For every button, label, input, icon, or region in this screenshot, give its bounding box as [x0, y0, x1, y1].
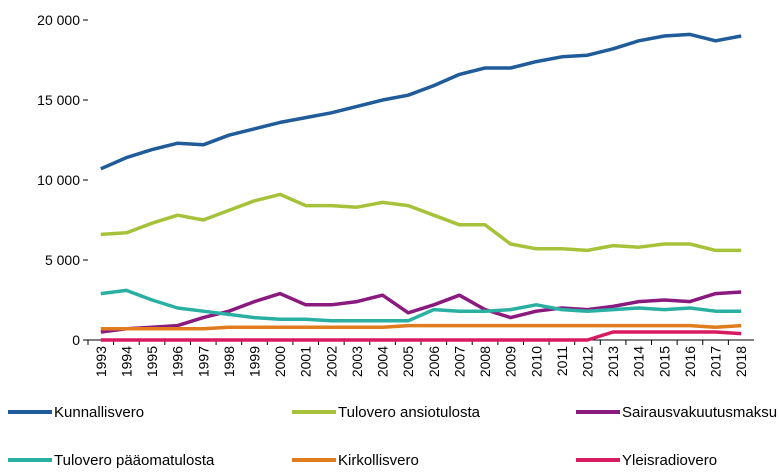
series-line: [100, 32, 742, 171]
legend-label: Yleisradiovero: [622, 452, 717, 469]
x-tick-label: 1995: [144, 346, 160, 377]
x-tick-label: 2000: [272, 346, 288, 377]
x-tick-label: 2017: [708, 346, 724, 377]
x-tick-label: 2014: [631, 346, 647, 377]
x-tick-label: 2007: [451, 346, 467, 377]
x-tick-label: 2013: [605, 346, 621, 377]
y-tick-label: 0: [72, 332, 80, 348]
x-tick-label: 2009: [503, 346, 519, 377]
legend-label: Kirkollisvero: [338, 452, 419, 469]
x-tick-label: 2015: [656, 346, 672, 377]
x-tick-label: 2005: [400, 346, 416, 377]
series-line: [100, 290, 742, 334]
x-tick-label: 1994: [118, 346, 134, 377]
x-tick-label: 2018: [733, 346, 749, 377]
series-line: [100, 330, 742, 342]
y-tick-label: 20 000: [37, 12, 80, 28]
x-tick-label: 1999: [247, 346, 263, 377]
x-tick-label: 1997: [195, 346, 211, 377]
legend-label: Tulovero pääomatulosta: [54, 452, 215, 469]
series-line: [100, 288, 742, 323]
x-tick-label: 2006: [426, 346, 442, 377]
x-tick-label: 1998: [221, 346, 237, 377]
y-tick-label: 10 000: [37, 172, 80, 188]
y-tick-label: 5 000: [45, 252, 80, 268]
y-tick-label: 15 000: [37, 92, 80, 108]
x-tick-label: 2011: [554, 346, 570, 376]
x-tick-label: 2003: [349, 346, 365, 377]
x-tick-label: 1996: [170, 346, 186, 377]
series-line: [100, 323, 742, 331]
series-line: [100, 192, 742, 253]
x-tick-label: 2008: [477, 346, 493, 377]
x-tick-label: 2004: [375, 346, 391, 377]
legend-label: Sairausvakuutusmaksu: [622, 404, 777, 421]
x-tick-label: 2001: [298, 346, 314, 377]
x-tick-label: 2010: [528, 346, 544, 377]
x-tick-label: 2012: [580, 346, 596, 377]
legend-label: Tulovero ansiotulosta: [338, 404, 481, 421]
legend-label: Kunnallisvero: [54, 404, 144, 421]
x-tick-label: 2002: [323, 346, 339, 377]
x-tick-label: 2016: [682, 346, 698, 377]
x-tick-label: 1993: [93, 346, 109, 377]
